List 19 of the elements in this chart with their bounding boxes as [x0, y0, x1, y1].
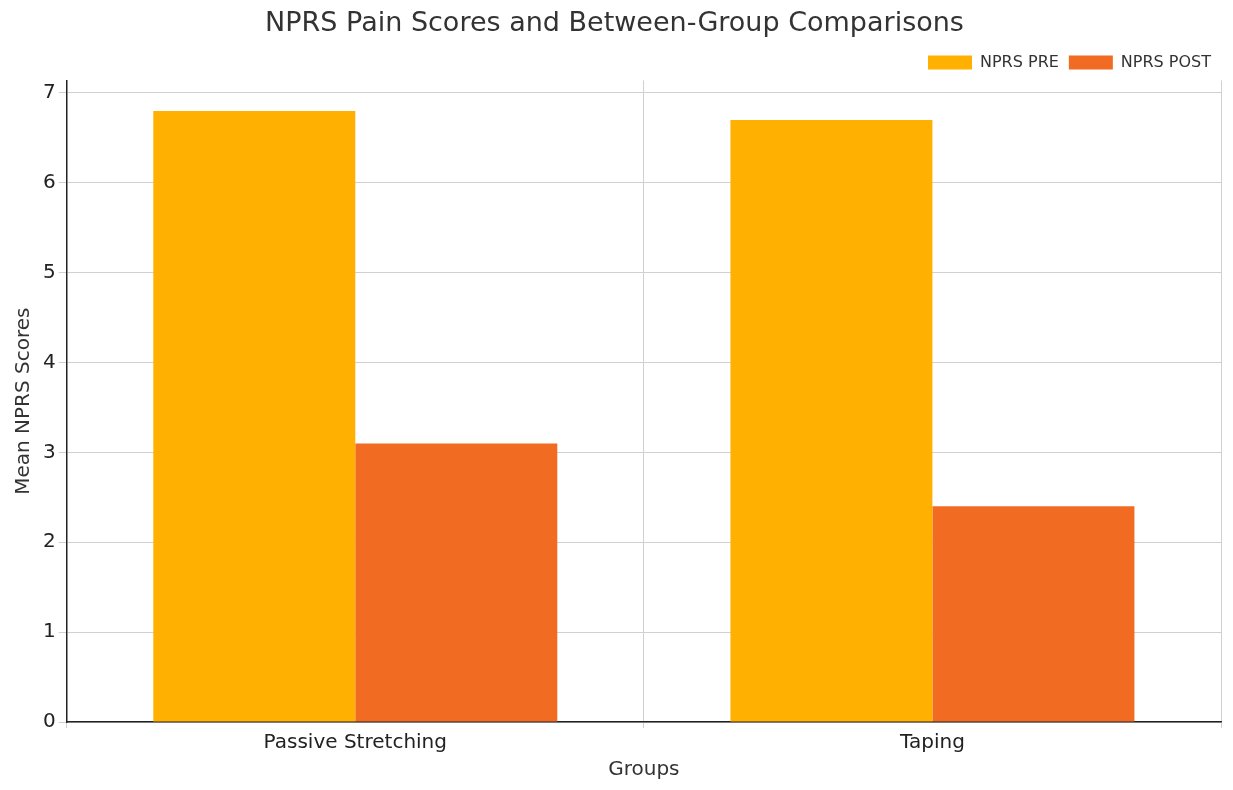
- x-tick-label: Taping: [899, 729, 965, 754]
- bar: [932, 506, 1135, 722]
- y-tick-label: 6: [42, 169, 56, 194]
- legend-label: NPRS POST: [1120, 51, 1212, 71]
- chart-title: NPRS Pain Scores and Between-Group Comparisons: [265, 6, 964, 38]
- x-tick-label: Passive Stretching: [263, 729, 447, 754]
- bar: [153, 110, 356, 722]
- y-tick-label: 4: [42, 348, 56, 373]
- bar: [355, 443, 558, 722]
- y-tick-label: 1: [42, 618, 56, 643]
- y-tick-label: 7: [42, 79, 56, 104]
- bar: [730, 119, 933, 722]
- y-axis-title: Mean NPRS Scores: [10, 307, 35, 495]
- x-axis-title: Groups: [608, 756, 680, 781]
- y-tick-label: 2: [42, 528, 56, 553]
- y-tick-label: 0: [42, 708, 56, 733]
- y-tick-label: 5: [42, 258, 56, 283]
- legend-label: NPRS PRE: [980, 51, 1059, 71]
- y-tick-label: 3: [42, 438, 56, 463]
